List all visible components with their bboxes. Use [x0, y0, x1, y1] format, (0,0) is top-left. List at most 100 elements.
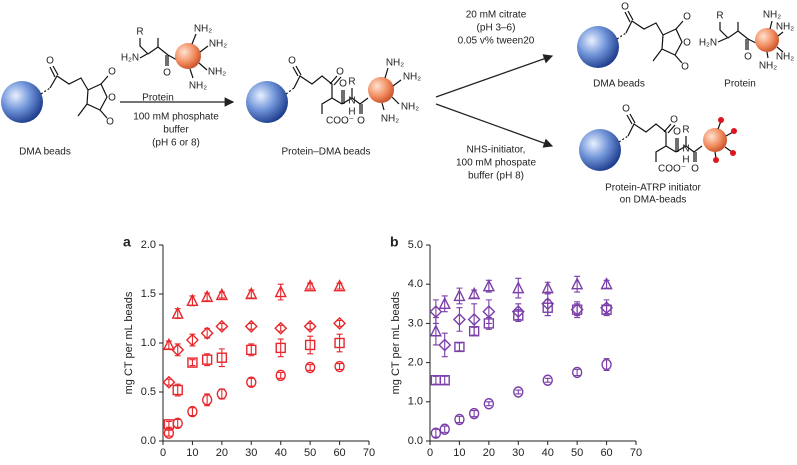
atom: COO⁻ — [326, 116, 354, 127]
error-bar — [485, 401, 492, 407]
atom: NH₂ — [209, 39, 227, 50]
atom: O — [683, 38, 691, 49]
chart: 0.01.02.03.04.05.0010203040506070Time (m… — [390, 234, 642, 465]
marker — [468, 286, 481, 300]
atom: NH₂ — [759, 61, 777, 72]
condition: 20 mM citrate — [466, 10, 527, 21]
error-bar — [456, 342, 463, 352]
atom: COO⁻ — [658, 164, 686, 175]
atom: NH₂ — [189, 81, 207, 92]
atom: O — [108, 67, 116, 78]
marker — [246, 376, 257, 388]
marker — [542, 302, 553, 313]
bond — [766, 20, 784, 59]
marker — [513, 310, 524, 321]
marker — [171, 343, 185, 357]
error-bar — [307, 322, 314, 330]
atom: O — [46, 56, 54, 67]
error-bar — [336, 319, 343, 327]
bond — [40, 87, 51, 95]
marker — [571, 277, 584, 290]
error-bar — [336, 333, 343, 353]
error-bar — [603, 358, 610, 371]
bond — [381, 67, 402, 111]
atom: O — [108, 93, 116, 104]
error-bar — [336, 363, 343, 371]
atom: O — [621, 2, 629, 13]
x-tick-label: 40 — [275, 447, 287, 459]
atom: NH₂ — [381, 114, 399, 125]
error-bar — [441, 375, 448, 385]
compound-label: on DMA-beads — [620, 195, 687, 206]
marker — [512, 281, 525, 294]
marker — [430, 427, 442, 439]
condition: (pH 3–6) — [477, 23, 516, 34]
error-bar — [277, 371, 284, 379]
atom: O — [106, 117, 114, 128]
x-tick-label: 60 — [333, 447, 345, 459]
atom: NH₂ — [763, 10, 781, 21]
arrow — [435, 54, 554, 98]
atom: NH₂ — [776, 22, 794, 33]
marker — [453, 288, 466, 302]
atom: NH₂ — [208, 67, 226, 78]
marker — [187, 357, 198, 368]
atom: O — [339, 79, 347, 90]
marker — [171, 306, 184, 319]
panel-letter: a — [123, 234, 131, 250]
protein-sphere — [755, 28, 779, 52]
marker — [304, 361, 316, 374]
atom: O — [336, 67, 344, 78]
condition: buffer — [163, 125, 189, 136]
marker — [163, 427, 175, 439]
atom: H — [682, 155, 689, 166]
condition: 100 mM phospate — [456, 158, 536, 169]
marker — [215, 319, 229, 333]
error-bar — [544, 377, 551, 383]
y-tick-label: 3.0 — [408, 317, 423, 329]
compound-label: Protein — [142, 93, 174, 104]
atom: O — [744, 52, 752, 63]
marker — [483, 398, 495, 410]
x-tick-label: 70 — [630, 447, 642, 459]
marker — [244, 319, 258, 333]
marker — [601, 358, 612, 371]
y-tick-label: 2.0 — [408, 357, 423, 369]
atom: NH₂ — [403, 72, 421, 83]
marker — [513, 386, 524, 398]
atom: O — [357, 116, 365, 127]
reaction-scheme: O O O O DMA beads R H₂N O NH₂ NH₂ NH₂ NH… — [1, 2, 794, 206]
condition: buffer (pH 8) — [468, 171, 524, 182]
bond — [292, 65, 369, 114]
x-tick-label: 20 — [483, 447, 495, 459]
marker — [172, 417, 183, 430]
condition: (pH 6 or 8) — [152, 138, 200, 149]
marker — [186, 293, 199, 307]
x-tick-label: 30 — [245, 447, 257, 459]
error-bar — [432, 299, 439, 324]
error-bar — [471, 409, 478, 418]
x-tick-label: 0 — [427, 447, 433, 459]
bond — [616, 32, 627, 40]
marker — [245, 286, 258, 300]
arrow — [435, 103, 554, 148]
marker — [467, 312, 481, 326]
x-tick-label: 10 — [186, 447, 198, 459]
error-bar — [174, 418, 181, 428]
error-bar — [165, 378, 172, 386]
marker — [187, 405, 198, 418]
bond — [618, 135, 629, 143]
error-bar — [544, 299, 551, 317]
marker — [216, 352, 228, 363]
error-bar — [456, 415, 463, 424]
marker — [201, 289, 214, 303]
atom: O — [681, 62, 689, 73]
marker — [571, 304, 583, 315]
x-tick-label: 50 — [304, 447, 316, 459]
compound-label: Protein-ATRP initiator — [605, 183, 701, 194]
bond — [285, 87, 295, 95]
error-bar — [471, 326, 478, 336]
marker — [201, 354, 213, 365]
error-bar — [277, 324, 284, 332]
bond — [139, 38, 178, 66]
